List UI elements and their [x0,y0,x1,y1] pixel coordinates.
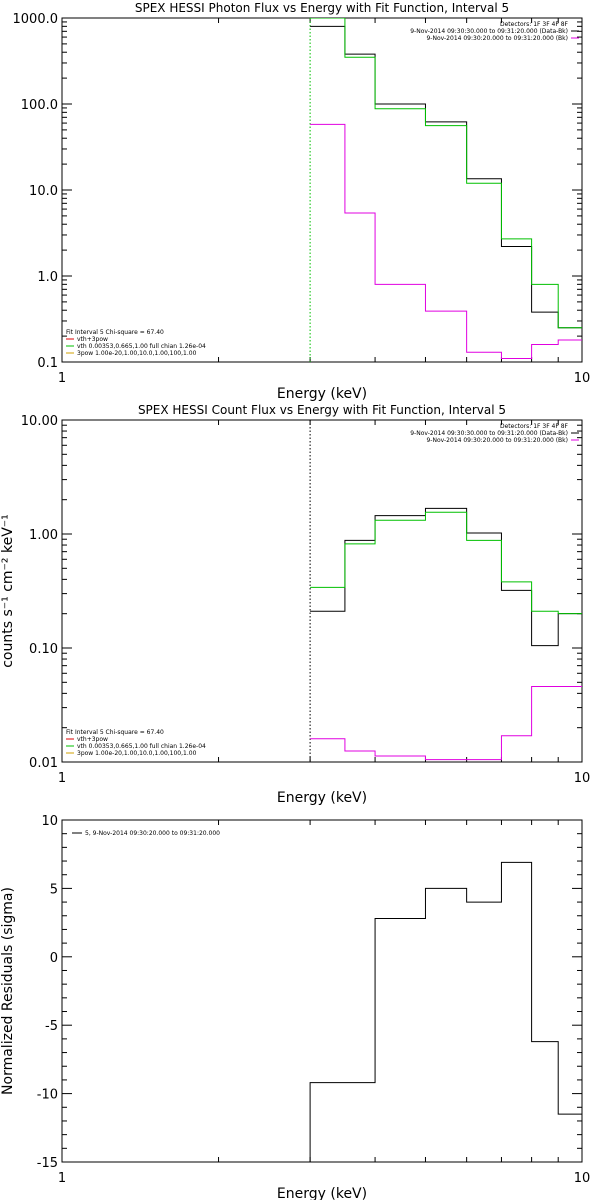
plot-frame-0 [61,17,583,363]
x-axis-label-0: Energy (keV) [277,386,367,402]
legend-top-right-text-0-2: 9-Nov-2014 09:30:20.000 to 09:31:20.000 … [426,35,568,42]
chart-title-0: SPEX HESSI Photon Flux vs Energy with Fi… [135,1,509,15]
legend-top-right-text-1-1: 9-Nov-2014 09:30:30.000 to 09:31:20.000 … [410,430,568,437]
legend-top-right-text-0-0: Detectors: 1F 3F 4F 8F [500,21,569,28]
legend-bottom-left-text-0-1: vth+3pow [77,336,108,343]
x-tick-label-0-0: 1 [58,371,66,386]
x-tick-label-2-1: 10 [574,1171,591,1186]
y-tick-label-1-3: 10.00 [21,414,58,429]
y-tick-label-2-0: -15 [37,1156,58,1171]
x-tick-label-1-1: 10 [574,771,591,786]
x-axis-label-1: Energy (keV) [277,790,367,806]
y-axis-label-1: counts s⁻¹ cm⁻² keV⁻¹ [0,514,16,668]
legend-top-left-text-2-0: 5, 9-Nov-2014 09:30:20.000 to 09:31:20.0… [85,830,220,837]
chart-title-1: SPEX HESSI Count Flux vs Energy with Fit… [138,403,506,417]
legend-bottom-left-text-1-0: Fit Interval 5 Chi-square = 67.40 [66,729,164,736]
x-axis-label-2: Energy (keV) [277,1186,367,1200]
y-tick-label-0-3: 100.0 [21,98,58,113]
plot-frame-1 [61,419,583,763]
legend-bottom-left-text-1-3: 3pow 1.00e-20,1.00,10.0,1.00,100,1.00 [77,750,197,757]
y-tick-label-2-4: 5 [50,882,58,897]
legend-bottom-left-text-1-2: vth 0.00353,0.665,1.00 full chian 1.26e-… [77,743,206,750]
series-line-1-2 [310,685,582,761]
plot-frame-2 [61,819,583,1163]
y-tick-label-0-2: 10.0 [29,184,58,199]
y-tick-label-2-3: 0 [50,951,58,966]
legend-bottom-left-text-0-0: Fit Interval 5 Chi-square = 67.40 [66,329,164,336]
series-line-1-0 [310,507,582,647]
legend-top-right-text-0-1: 9-Nov-2014 09:30:30.000 to 09:31:20.000 … [410,28,568,35]
legend-top-right-text-1-0: Detectors: 1F 3F 4F 8F [500,423,569,430]
legend-bottom-left-text-0-3: 3pow 1.00e-20,1.00,10.0,1.00,100,1.00 [77,350,197,357]
series-line-2-0 [309,861,582,1162]
series-line-1-1 [310,511,582,615]
x-tick-label-2-0: 1 [58,1171,66,1186]
y-axis-label-2: Normalized Residuals (sigma) [0,887,16,1095]
legend-bottom-left-text-0-2: vth 0.00353,0.665,1.00 full chian 1.26e-… [77,343,206,350]
y-tick-label-1-1: 0.10 [29,642,58,657]
y-tick-label-2-1: -10 [37,1088,58,1103]
x-tick-label-0-1: 10 [574,371,591,386]
y-tick-label-2-2: -5 [45,1019,58,1034]
y-tick-label-2-5: 10 [41,814,58,829]
legend-top-right-text-1-2: 9-Nov-2014 09:30:20.000 to 09:31:20.000 … [426,437,568,444]
y-tick-label-0-0: 0.1 [37,356,58,371]
y-tick-label-0-1: 1.0 [37,270,58,285]
y-tick-label-0-4: 1000.0 [13,12,59,27]
y-tick-label-1-0: 0.01 [29,756,58,771]
x-tick-label-1-0: 1 [58,771,66,786]
series-line-0-2 [310,123,582,359]
series-line-0-0 [310,25,582,329]
y-tick-label-1-2: 1.00 [29,528,58,543]
legend-bottom-left-text-1-1: vth+3pow [77,736,108,743]
series-line-0-1 [310,18,582,329]
